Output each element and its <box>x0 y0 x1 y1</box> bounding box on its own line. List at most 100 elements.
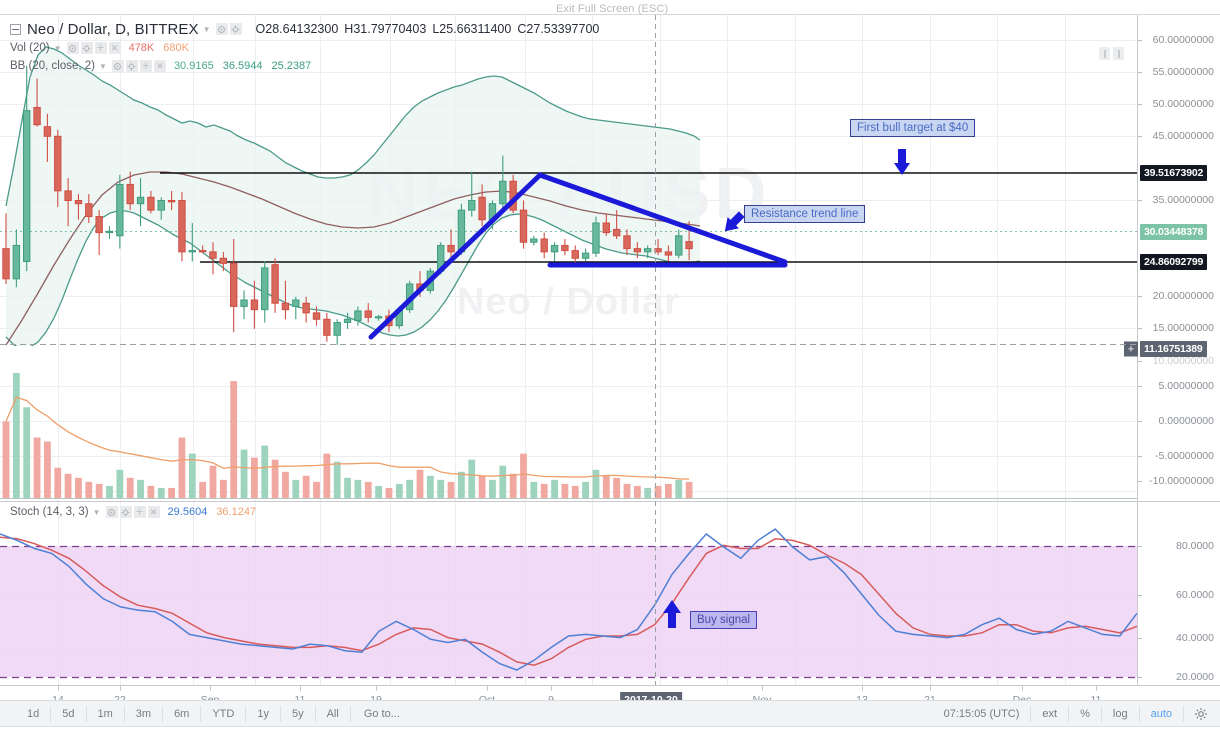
candle <box>43 126 52 137</box>
annotation-buy-signal[interactable]: Buy signal <box>690 611 758 629</box>
triangle-pattern-drawing <box>368 172 788 340</box>
ohlc-low: L25.66311400 <box>432 22 512 36</box>
price-badge-support[interactable]: 24.86092799 <box>1140 254 1208 270</box>
range-3m[interactable]: 3m <box>125 705 164 722</box>
gear-icon[interactable] <box>80 42 93 54</box>
percent-toggle[interactable]: % <box>1069 705 1102 722</box>
chevron-down-icon[interactable]: ▼ <box>202 24 211 34</box>
chevron-down-icon[interactable]: ▼ <box>99 61 107 71</box>
price-axis[interactable]: 60.00000000 55.00000000 50.00000000 45.0… <box>1124 15 1220 685</box>
candle <box>447 244 455 253</box>
range-1m[interactable]: 1m <box>87 705 125 722</box>
range-6m[interactable]: 6m <box>163 705 202 722</box>
legend-icons-symbol[interactable] <box>215 23 242 35</box>
volume-bar <box>633 485 641 498</box>
legend-icons-stoch[interactable]: ＋ ✕ <box>105 506 160 518</box>
add-indicator-button[interactable]: + <box>1124 341 1138 357</box>
annotation-resistance-trend-line[interactable]: Resistance trend line <box>744 205 866 223</box>
goto-button[interactable]: Go to... <box>363 707 400 720</box>
maximize-pane-icon[interactable] <box>1099 47 1110 60</box>
volume-gridlines <box>0 386 1137 492</box>
volume-indicator-title[interactable]: Vol (20) <box>10 42 50 54</box>
range-ytd[interactable]: YTD <box>201 705 247 722</box>
candle <box>85 203 93 218</box>
legend-row-volume[interactable]: Vol (20) ▼ ＋ ✕ 478K 680K <box>10 39 599 57</box>
candle <box>664 251 673 256</box>
bottom-toolbar[interactable]: 1d 5d 1m 3m 6m YTD 1y 5y All Go to... 07… <box>0 700 1220 727</box>
range-5y[interactable]: 5y <box>281 705 316 722</box>
price-badge-crosshair[interactable]: 11.16751389 <box>1140 341 1207 357</box>
exit-fullscreen-label[interactable]: Exit Full Screen (ESC) <box>556 3 669 15</box>
gear-icon[interactable] <box>229 23 242 35</box>
legend-row-bb[interactable]: BB (20, close, 2) ▼ ＋ ✕ 30.9165 36.5944 … <box>10 57 599 75</box>
eye-icon[interactable] <box>215 23 228 35</box>
eye-icon[interactable] <box>105 506 118 518</box>
price-tick-45: 45.00000000 <box>1152 130 1214 142</box>
range-1d[interactable]: 1d <box>16 705 52 722</box>
volume-bar <box>251 457 258 498</box>
stoch-band <box>0 546 1137 677</box>
chart-canvas <box>0 15 1137 685</box>
volume-bar <box>106 485 113 498</box>
add-icon[interactable]: ＋ <box>139 60 152 72</box>
bb-upper-value: 36.5944 <box>222 60 263 72</box>
chevron-down-icon[interactable]: ▼ <box>53 43 62 53</box>
volume-bar <box>292 479 300 498</box>
bb-basis-line <box>5 171 701 346</box>
volume-bar <box>468 459 476 498</box>
ext-toggle[interactable]: ext <box>1031 705 1070 722</box>
gear-icon[interactable] <box>125 60 138 72</box>
bb-lower-value: 25.2387 <box>271 60 312 72</box>
price-badge-last[interactable]: 30.03448378 <box>1140 224 1208 240</box>
stoch-indicator-title[interactable]: Stoch (14, 3, 3) <box>10 506 89 518</box>
stoch-legend: Stoch (14, 3, 3) ▼ ＋ ✕ 29.5604 36.1247 <box>10 503 265 521</box>
candle <box>302 302 310 314</box>
collapse-icon[interactable] <box>10 23 21 35</box>
candle <box>250 299 259 311</box>
collapse-pane-icon[interactable] <box>1113 47 1124 60</box>
range-buttons[interactable]: 1d 5d 1m 3m 6m YTD 1y 5y All Go to... <box>0 705 411 722</box>
toolbar-right[interactable]: 07:15:05 (UTC) ext % log auto <box>933 705 1220 722</box>
volume-bar <box>540 483 548 498</box>
candle <box>312 312 321 320</box>
close-icon[interactable]: ✕ <box>108 42 121 54</box>
range-5d[interactable]: 5d <box>51 705 87 722</box>
candle <box>209 251 217 259</box>
eye-icon[interactable] <box>111 60 124 72</box>
annotation-first-bull-target[interactable]: First bull target at $40 <box>850 119 976 137</box>
chart-panes[interactable]: NEO / USD Neo / Dollar <box>0 15 1137 685</box>
add-icon[interactable]: ＋ <box>94 42 107 54</box>
auto-toggle[interactable]: auto <box>1140 705 1184 722</box>
bb-indicator-title[interactable]: BB (20, close, 2) <box>10 60 96 72</box>
price-badge-resistance[interactable]: 39.51673902 <box>1140 165 1208 181</box>
gear-icon[interactable] <box>1194 707 1208 721</box>
volume-bar <box>271 459 279 498</box>
volume-bar <box>95 483 103 498</box>
volume-bar <box>75 477 82 498</box>
gear-icon[interactable] <box>119 506 132 518</box>
pane-tool-icons[interactable] <box>1099 47 1124 60</box>
candle <box>219 257 228 264</box>
log-toggle[interactable]: log <box>1102 705 1140 722</box>
chevron-down-icon[interactable]: ▼ <box>92 507 101 517</box>
close-icon[interactable]: ✕ <box>153 60 166 72</box>
candle <box>499 180 507 205</box>
legend-icons-bb[interactable]: ＋ ✕ <box>111 60 166 72</box>
bb-band-fill <box>6 47 700 346</box>
legend-icons-volume[interactable]: ＋ ✕ <box>66 42 121 54</box>
legend-row-symbol[interactable]: Neo / Dollar, D, BITTREX ▼ O28.64132300 … <box>10 19 599 39</box>
candle <box>281 302 290 311</box>
eye-icon[interactable] <box>66 42 79 54</box>
symbol-title[interactable]: Neo / Dollar, D, BITTREX <box>27 20 199 38</box>
range-1y[interactable]: 1y <box>246 705 281 722</box>
candle <box>126 183 134 205</box>
close-icon[interactable]: ✕ <box>147 506 160 518</box>
price-tick-50: 50.00000000 <box>1152 98 1214 110</box>
candle <box>519 209 528 243</box>
volume-bar <box>489 479 496 498</box>
add-icon[interactable]: ＋ <box>133 506 146 518</box>
range-all[interactable]: All <box>316 705 351 722</box>
stoch-d-value: 36.1247 <box>216 506 257 518</box>
volume-bar <box>188 453 196 498</box>
legend-row-stoch[interactable]: Stoch (14, 3, 3) ▼ ＋ ✕ 29.5604 36.1247 <box>10 503 265 521</box>
